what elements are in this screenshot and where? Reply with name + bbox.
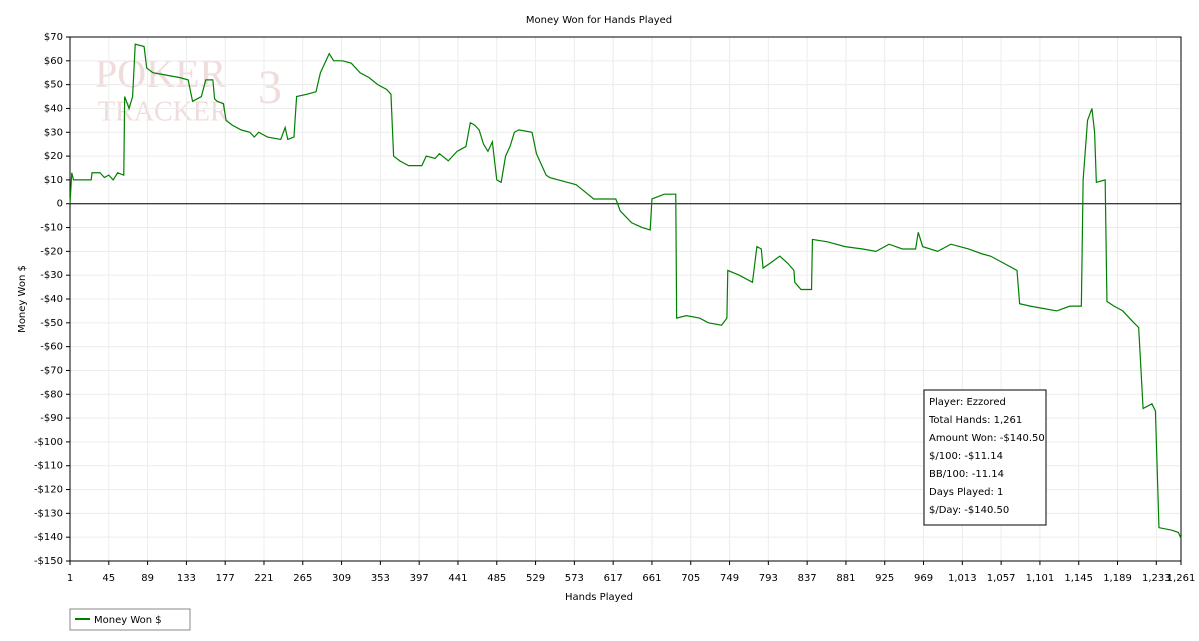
legend-box bbox=[69, 608, 191, 631]
x-tick-label: 1,189 bbox=[1103, 573, 1132, 584]
x-tick-label: 1,145 bbox=[1064, 573, 1093, 584]
x-tick-label: 837 bbox=[798, 573, 817, 584]
y-tick-label: $30 bbox=[44, 127, 63, 138]
stats-line: $/100: -$11.14 bbox=[929, 451, 1003, 462]
x-tick-label: 89 bbox=[141, 573, 154, 584]
stats-line: Total Hands: 1,261 bbox=[928, 415, 1022, 426]
watermark: TRACKER bbox=[98, 96, 229, 127]
y-tick-label: -$40 bbox=[40, 294, 63, 305]
x-tick-label: 485 bbox=[487, 573, 506, 584]
data-line bbox=[69, 43, 1182, 539]
y-axis-label: Money Won $ bbox=[17, 265, 28, 333]
x-axis-label: Hands Played bbox=[565, 592, 633, 603]
x-tick-label: 793 bbox=[759, 573, 778, 584]
y-tick-label: -$70 bbox=[40, 365, 63, 376]
x-tick-label: 1,057 bbox=[987, 573, 1016, 584]
x-tick-label: 925 bbox=[875, 573, 894, 584]
x-tick-label: 353 bbox=[371, 573, 390, 584]
x-tick-label: 309 bbox=[332, 573, 351, 584]
y-tick-label: -$90 bbox=[40, 413, 63, 424]
y-tick-label: -$50 bbox=[40, 318, 63, 329]
x-tick-label: 1,101 bbox=[1026, 573, 1055, 584]
stats-line: Amount Won: -$140.50 bbox=[929, 433, 1045, 444]
x-tick-label: 1,013 bbox=[948, 573, 977, 584]
stats-box bbox=[923, 389, 1047, 526]
y-tick-label: -$10 bbox=[40, 223, 63, 234]
x-tick-label: 177 bbox=[216, 573, 235, 584]
y-tick-label: $60 bbox=[44, 56, 63, 67]
x-tick-label: 529 bbox=[526, 573, 545, 584]
y-tick-label: 0 bbox=[57, 199, 63, 210]
x-tick-label: 221 bbox=[254, 573, 273, 584]
y-tick-label: -$150 bbox=[34, 556, 63, 567]
y-tick-label: $10 bbox=[44, 175, 63, 186]
x-tick-label: 749 bbox=[720, 573, 739, 584]
legend-label: Money Won $ bbox=[94, 615, 162, 626]
stats-line: BB/100: -11.14 bbox=[929, 469, 1004, 480]
y-tick-label: -$140 bbox=[34, 532, 63, 543]
x-tick-label: 1,233 bbox=[1142, 573, 1171, 584]
x-tick-label: 617 bbox=[604, 573, 623, 584]
y-tick-label: -$80 bbox=[40, 389, 63, 400]
y-tick-label: $40 bbox=[44, 103, 63, 114]
y-tick-label: -$110 bbox=[34, 461, 63, 472]
y-tick-label: -$30 bbox=[40, 270, 63, 281]
x-tick-label: 661 bbox=[642, 573, 661, 584]
stats-line: Player: Ezzored bbox=[929, 397, 1006, 408]
y-tick-label: -$100 bbox=[34, 437, 63, 448]
x-tick-label: 441 bbox=[448, 573, 467, 584]
y-tick-label: -$130 bbox=[34, 508, 63, 519]
y-tick-label: -$120 bbox=[34, 485, 63, 496]
x-tick-label: 705 bbox=[681, 573, 700, 584]
y-tick-label: -$60 bbox=[40, 342, 63, 353]
x-tick-label: 265 bbox=[293, 573, 312, 584]
x-tick-label: 397 bbox=[410, 573, 429, 584]
y-tick-label: -$20 bbox=[40, 246, 63, 257]
stats-line: Days Played: 1 bbox=[929, 487, 1003, 498]
y-tick-label: $50 bbox=[44, 80, 63, 91]
x-tick-label: 1 bbox=[67, 573, 73, 584]
x-tick-label: 573 bbox=[565, 573, 584, 584]
y-tick-label: $20 bbox=[44, 151, 63, 162]
plot-frame bbox=[69, 36, 1182, 562]
x-tick-label: 969 bbox=[914, 573, 933, 584]
x-tick-label: 133 bbox=[177, 573, 196, 584]
x-tick-label: 881 bbox=[836, 573, 855, 584]
y-tick-label: $70 bbox=[44, 32, 63, 43]
chart-title: Money Won for Hands Played bbox=[526, 15, 672, 26]
x-tick-label: 45 bbox=[102, 573, 115, 584]
x-tick-label: 1,261 bbox=[1167, 573, 1196, 584]
stats-line: $/Day: -$140.50 bbox=[929, 505, 1009, 516]
watermark: 3 bbox=[258, 61, 282, 114]
